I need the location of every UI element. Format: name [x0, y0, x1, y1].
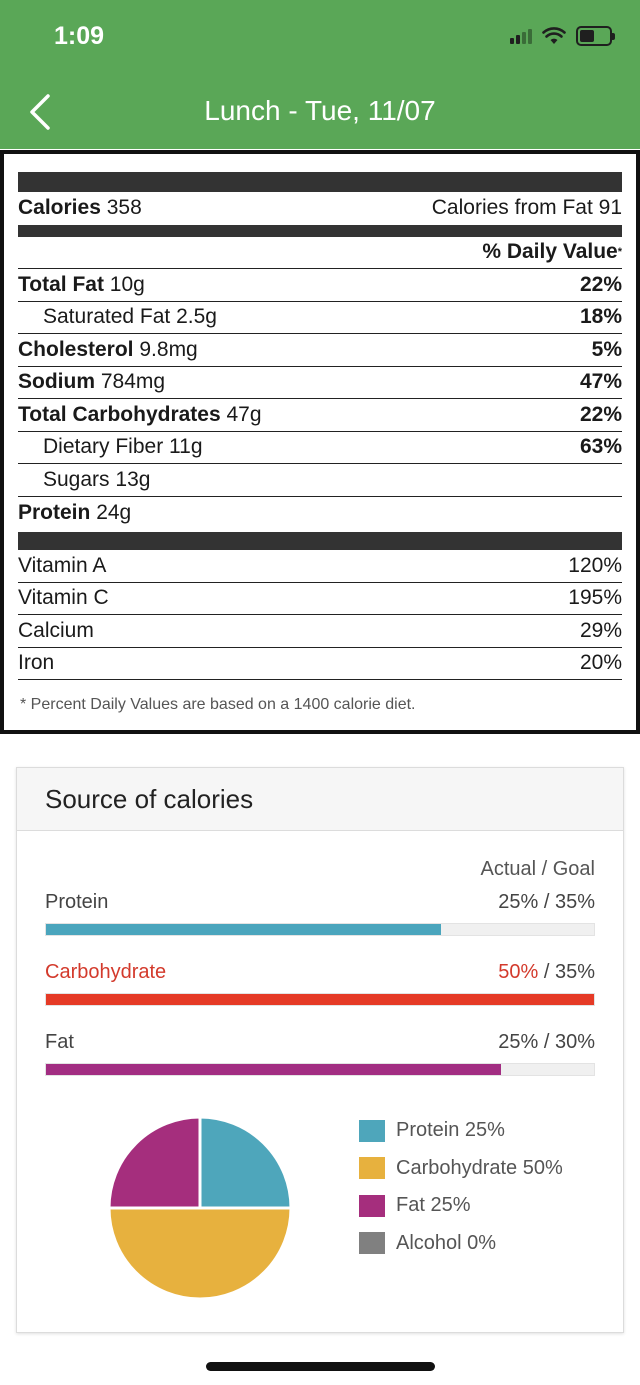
back-arrow-icon[interactable] [22, 92, 62, 132]
footnote: * Percent Daily Values are based on a 14… [20, 696, 416, 713]
signal-icon [510, 28, 532, 44]
legend-item-carbohydrate: Carbohydrate 50% [359, 1150, 563, 1188]
status-time: 1:09 [54, 22, 105, 50]
pie-slice-carbohydrate [107, 1206, 293, 1301]
status-icons [510, 26, 615, 46]
nutrient-row-protein: Protein 24g [18, 500, 132, 524]
divider-medium [18, 224, 622, 237]
macro-row-fat: Fat 25% / 30% [45, 1031, 595, 1053]
legend-item-alcohol: Alcohol 0% [359, 1225, 563, 1263]
card-title: Source of calories [17, 768, 623, 831]
home-indicator [206, 1362, 435, 1371]
calories-from-fat: Calories from Fat 91 [431, 196, 622, 220]
source-of-calories-card: Source of calories Actual / Goal Protein… [16, 767, 624, 1333]
app-bar: 1:09 Lunch - Tue, 11/07 [0, 0, 640, 149]
calorie-source-chart: Protein 25% Carbohydrate 50% Fat 25% Alc… [17, 1093, 625, 1303]
vitamin-row-vitamin-a: Vitamin A 120% [18, 550, 622, 583]
pie-chart [107, 1115, 293, 1301]
wifi-icon [542, 27, 566, 44]
protein-progress-bar [45, 923, 595, 936]
divider-thick [18, 532, 622, 550]
battery-icon [576, 26, 615, 46]
actual-goal-header: Actual / Goal [480, 858, 595, 880]
nutrient-row-total-fat: Total Fat 10g 22% [18, 269, 622, 302]
page-title: Lunch - Tue, 11/07 [204, 95, 436, 126]
nutrient-row-saturated-fat: Saturated Fat 2.5g 18% [18, 302, 622, 334]
divider-thick [18, 172, 622, 192]
nutrition-facts-label: Calories 358 Calories from Fat 91 % Dail… [0, 150, 640, 734]
fat-progress-bar [45, 1063, 595, 1076]
pie-slice-fat [107, 1115, 202, 1210]
nutrient-row-dietary-fiber: Dietary Fiber 11g 63% [18, 432, 622, 464]
legend-item-fat: Fat 25% [359, 1187, 563, 1225]
nutrient-row-total-carbohydrates: Total Carbohydrates 47g 22% [18, 399, 622, 432]
vitamin-row-vitamin-c: Vitamin C 195% [18, 583, 622, 615]
macro-goals: Actual / Goal Protein 25% / 35% Carbohyd… [17, 858, 623, 1076]
pie-slice-protein [198, 1115, 293, 1210]
carbohydrate-progress-bar [45, 993, 595, 1006]
nutrient-row-sugars: Sugars 13g [18, 464, 622, 497]
nutrient-row-cholesterol: Cholesterol 9.8mg 5% [18, 334, 622, 367]
pie-legend: Protein 25% Carbohydrate 50% Fat 25% Alc… [359, 1112, 563, 1262]
nutrient-row-sodium: Sodium 784mg 47% [18, 367, 622, 399]
macro-row-protein: Protein 25% / 35% [45, 891, 595, 913]
vitamin-row-iron: Iron 20% [18, 648, 622, 680]
macro-row-carbohydrate: Carbohydrate 50% / 35% [45, 961, 595, 983]
calories: Calories 358 [18, 196, 142, 220]
vitamin-row-calcium: Calcium 29% [18, 615, 622, 648]
calories-row: Calories 358 Calories from Fat 91 [18, 192, 622, 225]
daily-value-header: % Daily Value * [18, 237, 622, 269]
legend-item-protein: Protein 25% [359, 1112, 563, 1150]
